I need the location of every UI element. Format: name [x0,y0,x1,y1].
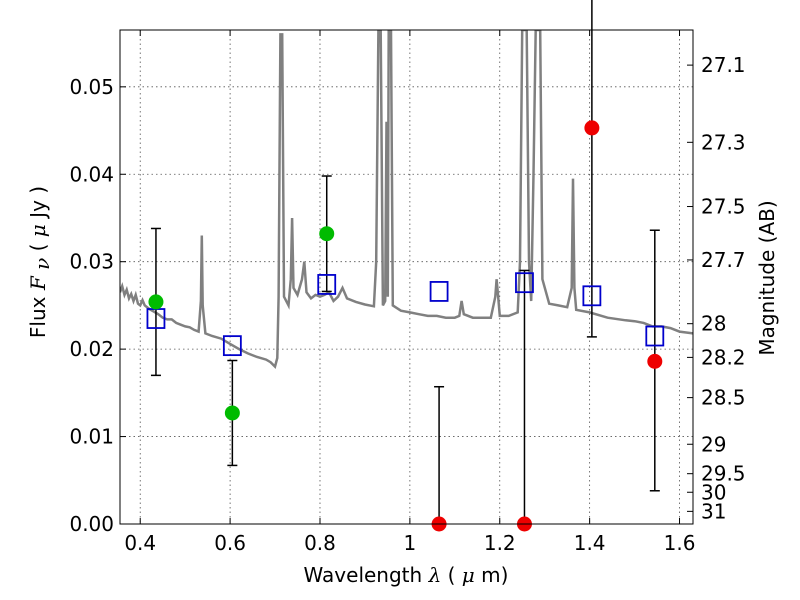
photometry-model-square [429,281,449,302]
photometry-model-square [222,335,242,357]
y2-tick-label: 28.2 [701,345,746,369]
y-tick-label: 0.05 [69,75,114,99]
y2-tick-label: 27.7 [701,248,746,272]
photometry-data-point [224,405,240,421]
x-axis: 0.4 0.6 0.8 1 1.2 1.4 1.6 [124,30,695,555]
y-tick-label: 0.04 [69,162,114,186]
model-spectrum [120,30,693,370]
y2-tick-label: 31 [701,499,726,523]
photometry-model-square [582,285,602,307]
x-axis-label: Wavelength λ ( μ m) [304,563,509,587]
spectrum-line [120,30,693,370]
plot-frame [119,29,694,525]
y2-tick-label: 27.3 [701,130,746,154]
y-tick-label: 0.01 [69,425,114,449]
photometry-data-point [584,120,600,136]
data-markers [146,120,665,532]
y2-tick-label: 29 [701,432,726,456]
y-tick-label: 0.02 [69,337,114,361]
y-tick-label: 0.03 [69,250,114,274]
x-tick-label: 0.6 [214,531,246,555]
y2-tick-label: 28 [701,312,726,336]
photometry-data-point [647,353,663,369]
y2-tick-label: 27.1 [701,53,746,77]
x-tick-label: 1.2 [484,531,516,555]
photometry-model-square [645,325,665,347]
x-tick-label: 0.4 [124,531,156,555]
y2-tick-label: 27.5 [701,195,746,219]
x-tick-label: 1.4 [574,531,606,555]
y-axis-label: Flux F ν ( μ Jy ) [26,186,54,338]
x-tick-label: 1.6 [664,531,696,555]
error-bars [150,0,660,524]
photometry-model-square [317,274,337,295]
photometry-data-point [148,294,164,310]
y2-tick-label: 29.5 [701,462,746,486]
x-tick-label: 1 [404,531,417,555]
y2-tick-label: 30 [701,480,726,504]
photometry-model-square [515,272,534,294]
y2-tick-label: 28.5 [701,386,746,410]
photometry-data-point [319,226,335,242]
y-tick-label: 0.00 [69,512,114,536]
x-tick-label: 0.8 [304,531,336,555]
y-axis: 0.00 0.01 0.02 0.03 0.04 0.05 [69,75,126,536]
grid [120,30,693,525]
y2-axis-label: Magnitude (AB) [755,200,779,355]
